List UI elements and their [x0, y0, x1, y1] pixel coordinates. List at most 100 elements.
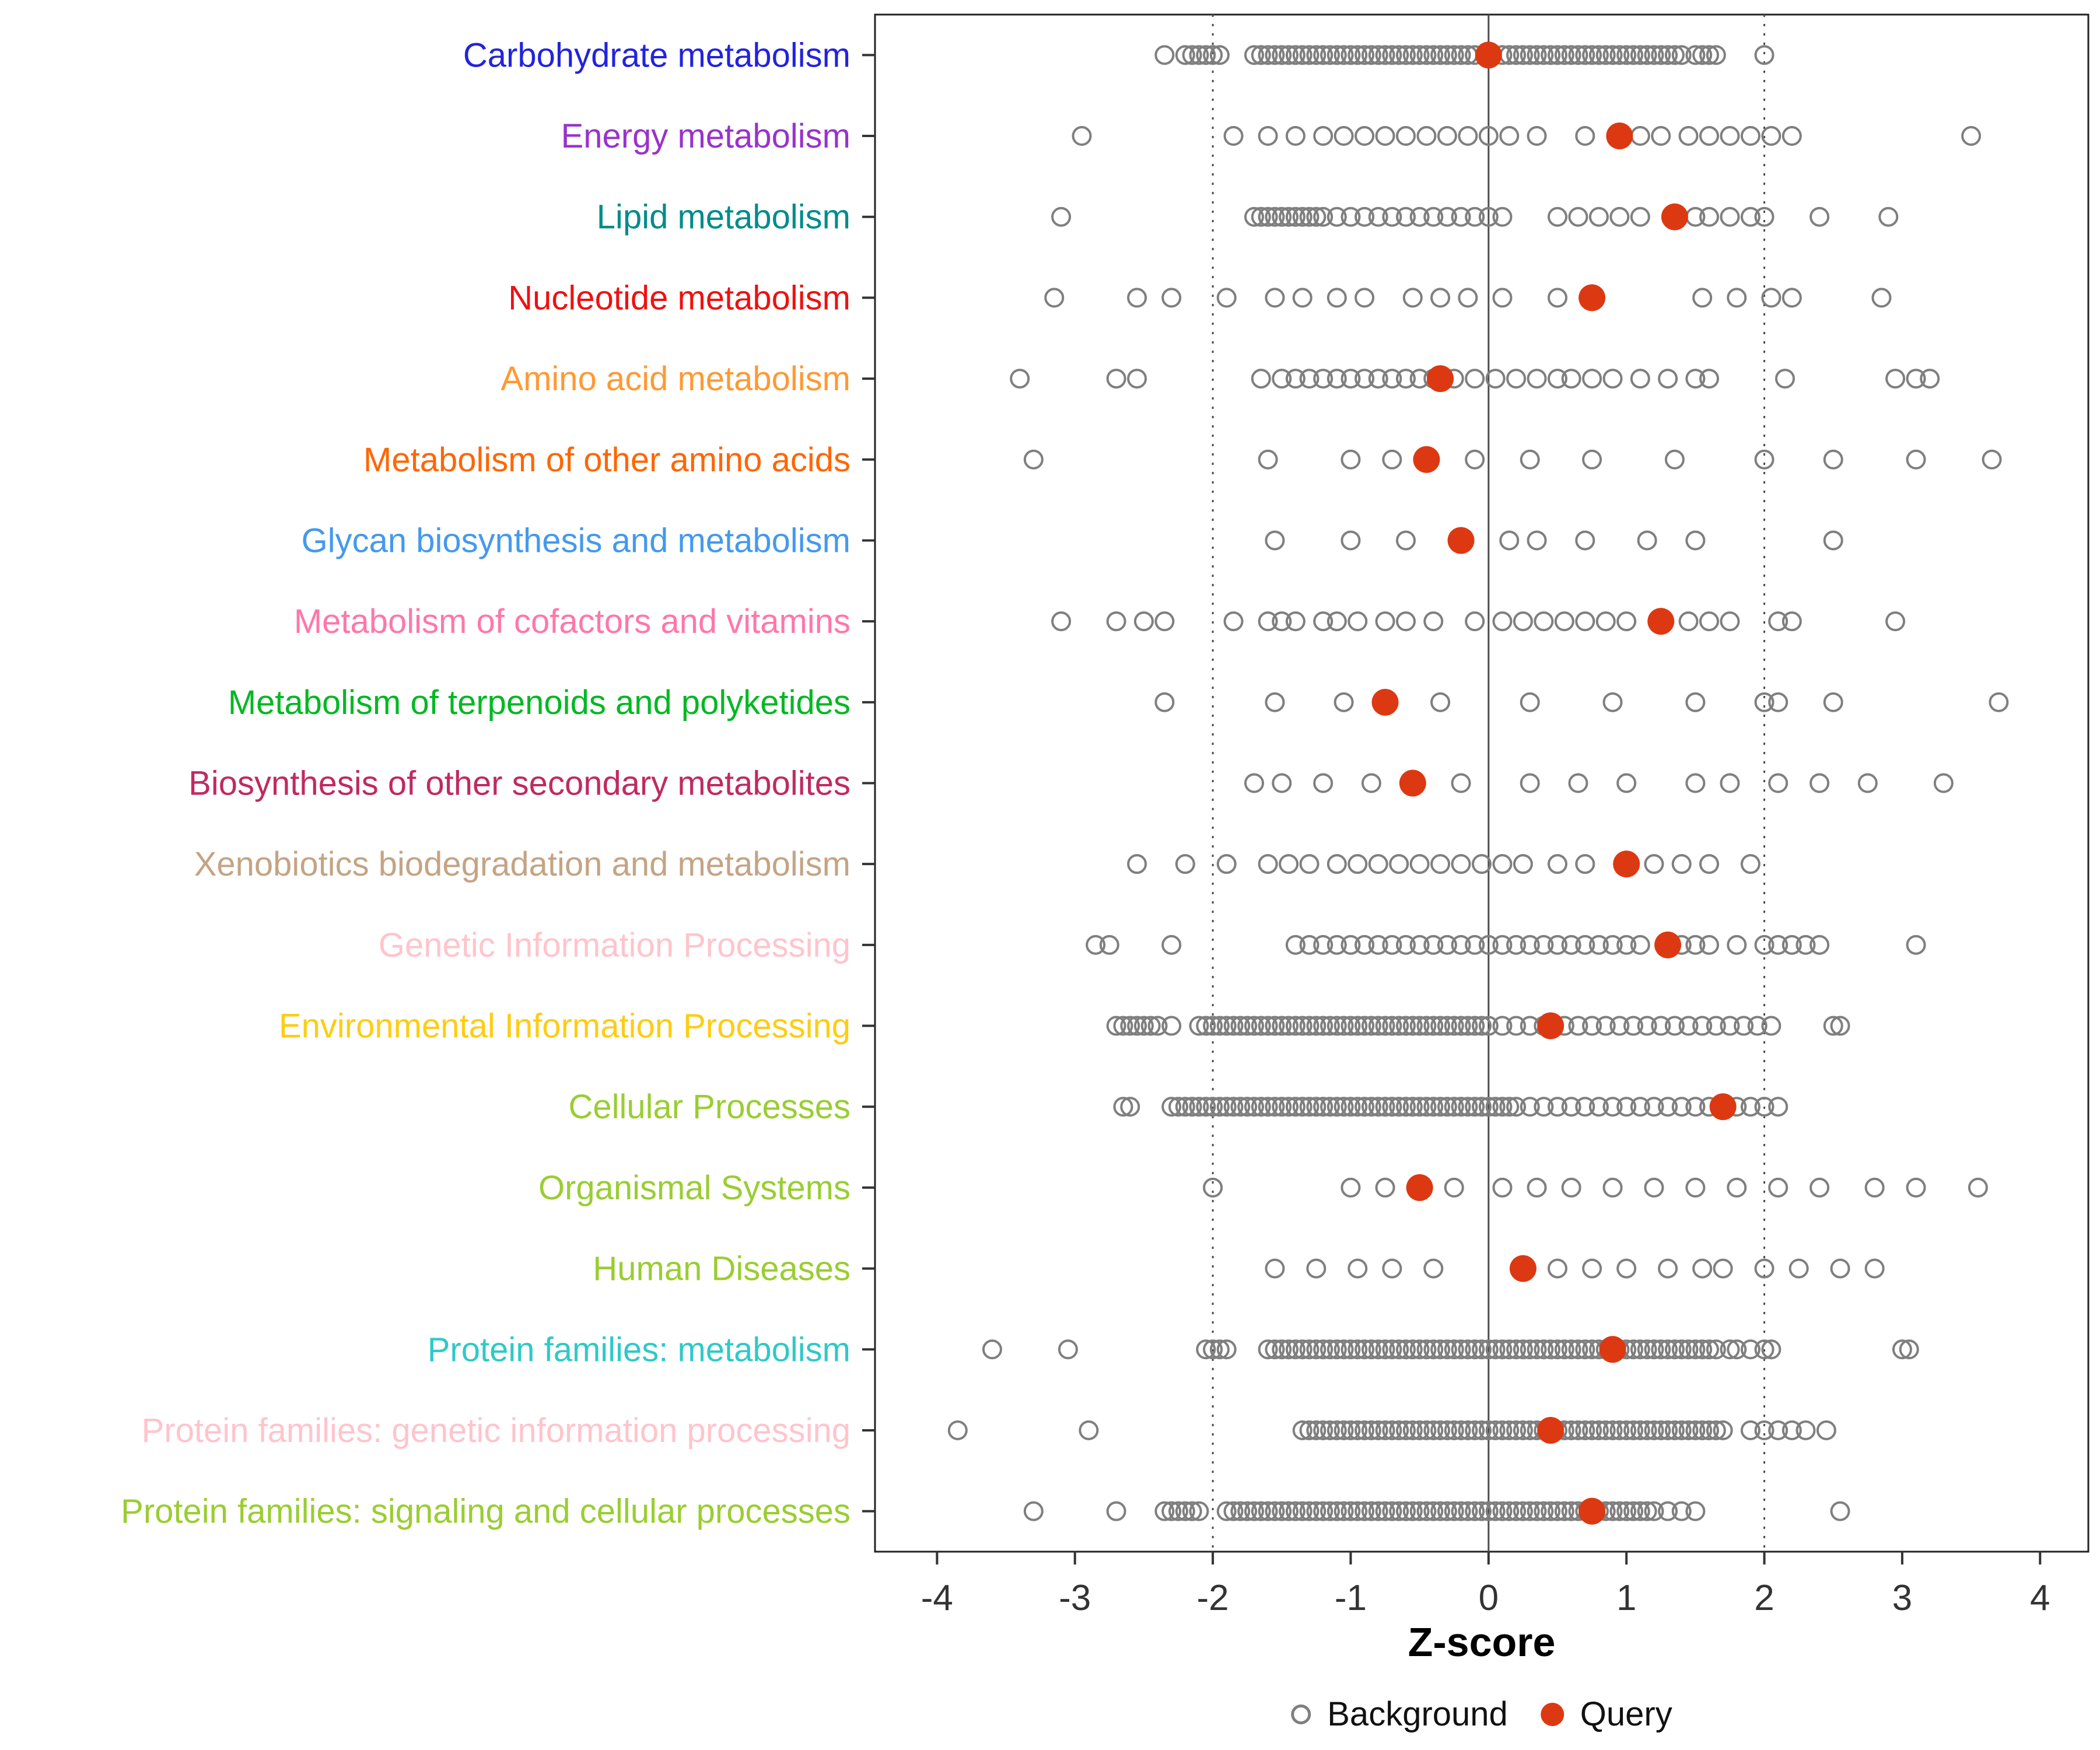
background-point: [1499, 530, 1520, 551]
query-point: [1654, 931, 1682, 958]
background-point: [1444, 45, 1464, 65]
background-point: [1678, 611, 1699, 632]
query-point: [1413, 446, 1440, 473]
background-point: [1409, 45, 1430, 65]
background-point: [1561, 935, 1581, 955]
background-point: [1651, 1420, 1671, 1440]
background-point: [1671, 1339, 1692, 1360]
background-point: [1595, 45, 1616, 65]
background-point: [1644, 854, 1664, 874]
background-point: [1658, 45, 1678, 65]
background-point: [1430, 1097, 1451, 1117]
background-point: [1857, 773, 1878, 793]
background-point: [1265, 530, 1285, 551]
background-point: [1609, 45, 1630, 65]
background-point: [1823, 449, 1843, 470]
background-point: [1299, 369, 1320, 389]
background-point: [1340, 1177, 1361, 1198]
background-point: [1279, 1097, 1299, 1117]
background-point: [1582, 369, 1602, 389]
background-point: [1265, 1258, 1285, 1279]
legend-item-background: Background: [1291, 1695, 1508, 1734]
background-point: [1223, 1097, 1244, 1117]
background-point: [1478, 206, 1499, 227]
query-point: [1647, 608, 1675, 635]
background-point: [1554, 611, 1574, 632]
background-point: [1340, 369, 1361, 389]
background-point: [1534, 935, 1554, 955]
background-point: [1458, 1097, 1478, 1117]
background-point: [1216, 854, 1237, 874]
background-point: [1871, 288, 1892, 308]
background-point: [1485, 1501, 1506, 1521]
background-point: [1575, 1420, 1595, 1440]
background-point: [1299, 1097, 1320, 1117]
background-point: [1609, 1420, 1630, 1440]
background-point: [1472, 1501, 1492, 1521]
background-point: [1320, 1501, 1340, 1521]
background-point: [1382, 449, 1402, 470]
background-point: [1334, 126, 1354, 146]
background-point: [1451, 773, 1471, 793]
background-point: [1161, 288, 1182, 308]
background-point: [1348, 854, 1368, 874]
background-point: [1113, 1097, 1133, 1117]
background-point: [1520, 45, 1540, 65]
background-point: [1382, 1339, 1402, 1360]
background-point: [1423, 1339, 1444, 1360]
background-point: [1279, 1339, 1299, 1360]
background-point: [1644, 1177, 1664, 1198]
background-point: [1237, 1501, 1258, 1521]
background-point: [1548, 288, 1567, 308]
background-point: [1899, 1339, 1919, 1360]
x-tick-label: 0: [1479, 1578, 1499, 1618]
background-point: [1279, 206, 1299, 227]
background-point: [1602, 1177, 1623, 1198]
background-point: [1402, 1420, 1423, 1440]
background-point: [1223, 1016, 1244, 1036]
category-label: Metabolism of cofactors and vitamins: [294, 603, 850, 640]
background-point: [1554, 1339, 1574, 1360]
background-point: [1279, 45, 1299, 65]
background-point: [1602, 369, 1623, 389]
background-point: [1272, 1097, 1292, 1117]
background-point: [1595, 1420, 1616, 1440]
background-point: [1320, 1339, 1340, 1360]
background-point: [1361, 45, 1381, 65]
background-point: [1658, 1501, 1678, 1521]
background-point: [1492, 1420, 1513, 1440]
background-point: [1575, 935, 1595, 955]
background-point: [1382, 1420, 1402, 1440]
background-point: [1389, 1016, 1409, 1036]
background-point: [1306, 206, 1326, 227]
background-point: [1906, 935, 1926, 955]
background-point: [1588, 45, 1609, 65]
background-point: [1272, 1016, 1292, 1036]
background-point: [1720, 126, 1740, 146]
background-point: [1326, 611, 1347, 632]
background-point: [1299, 206, 1320, 227]
background-point: [1513, 1501, 1533, 1521]
background-point: [1768, 1177, 1788, 1198]
background-point: [1989, 692, 2009, 712]
background-point: [1437, 935, 1457, 955]
background-point: [1651, 126, 1671, 146]
background-point: [1720, 206, 1740, 227]
background-point: [1582, 1420, 1602, 1440]
background-point: [1285, 45, 1306, 65]
background-point: [1182, 45, 1202, 65]
category-label: Human Diseases: [593, 1250, 850, 1288]
background-point: [1637, 1339, 1657, 1360]
background-point: [1334, 45, 1354, 65]
background-point: [1354, 369, 1375, 389]
background-point: [1754, 45, 1774, 65]
background-point: [1451, 1016, 1471, 1036]
background-point: [1444, 1420, 1464, 1440]
background-point: [1485, 1339, 1506, 1360]
background-point: [1306, 1258, 1326, 1279]
background-point: [1285, 369, 1306, 389]
background-point: [1451, 206, 1471, 227]
background-point: [1810, 935, 1830, 955]
background-point: [1368, 1339, 1388, 1360]
background-point: [1630, 206, 1650, 227]
